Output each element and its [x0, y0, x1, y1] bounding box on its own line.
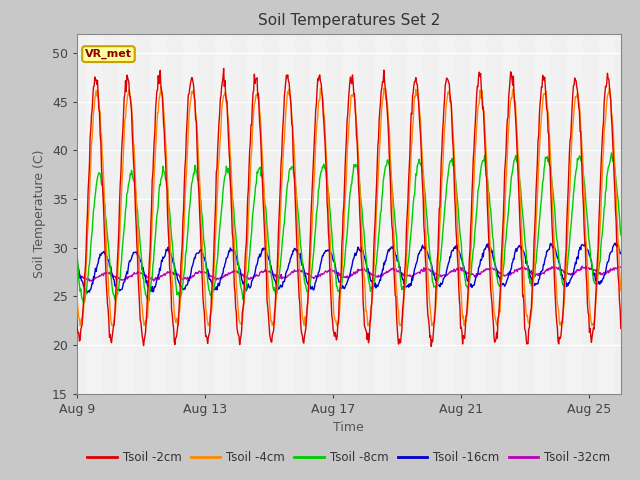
Bar	[440, 34, 456, 394]
Bar	[504, 34, 520, 394]
Title: Soil Temperatures Set 2: Soil Temperatures Set 2	[258, 13, 440, 28]
X-axis label: Time: Time	[333, 421, 364, 434]
Bar	[344, 34, 360, 394]
Bar	[632, 34, 640, 394]
Bar	[376, 34, 392, 394]
Bar	[536, 34, 552, 394]
Text: VR_met: VR_met	[85, 49, 132, 59]
Bar	[184, 34, 200, 394]
Bar	[600, 34, 616, 394]
Legend: Tsoil -2cm, Tsoil -4cm, Tsoil -8cm, Tsoil -16cm, Tsoil -32cm: Tsoil -2cm, Tsoil -4cm, Tsoil -8cm, Tsoi…	[83, 446, 615, 469]
Bar	[472, 34, 488, 394]
Bar	[408, 34, 424, 394]
Bar	[568, 34, 584, 394]
Bar	[280, 34, 296, 394]
Bar	[312, 34, 328, 394]
Y-axis label: Soil Temperature (C): Soil Temperature (C)	[33, 149, 46, 278]
Bar	[216, 34, 232, 394]
Bar	[88, 34, 104, 394]
Bar	[152, 34, 168, 394]
Bar	[120, 34, 136, 394]
Bar	[248, 34, 264, 394]
